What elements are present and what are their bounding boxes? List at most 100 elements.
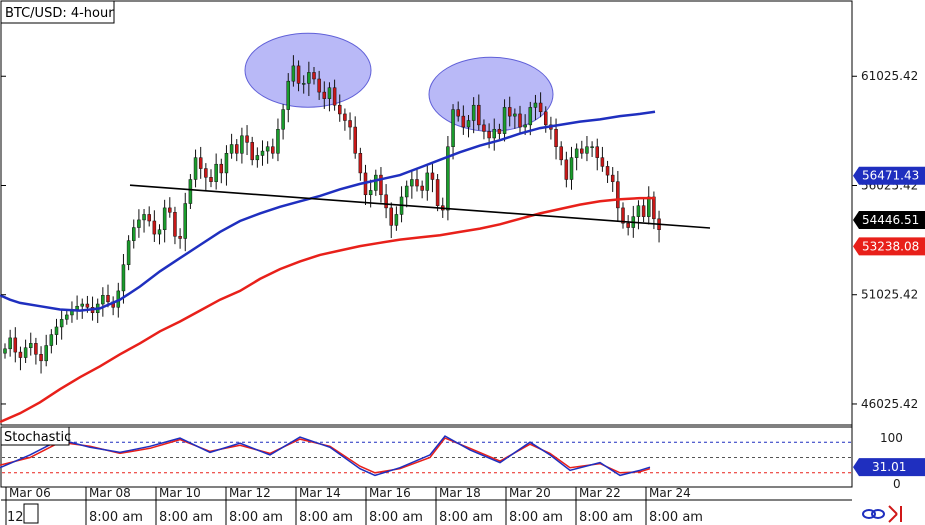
stochastic-k-line [0,435,651,477]
candle [301,75,306,94]
candle [492,118,496,151]
candle [44,334,48,367]
candle [456,101,460,122]
candle [415,168,419,192]
candle [641,197,646,223]
candle [13,327,18,363]
sma-fast-line [0,110,656,312]
candle [461,105,466,135]
candle [286,73,290,123]
time-tick-label: 8:00 am [89,510,143,525]
candle [605,160,610,183]
candle [137,209,141,238]
candle [574,143,579,171]
candle [209,169,213,188]
candle [147,206,151,227]
stochastic-lines: 100 0 31.01 [0,431,925,491]
candle [600,146,605,172]
candle [569,146,574,190]
price-badge: 54446.51 [853,210,925,229]
candle [265,141,270,164]
candle [312,66,316,85]
price-badges: 56471.43 54446.51 53238.08 [853,166,925,256]
candle [420,180,424,199]
time-tick-label: 8:00 am [159,510,213,525]
candle [23,339,28,364]
date-tick-label: Mar 12 [229,486,271,500]
price-badge: 53238.08 [853,237,925,256]
link-icon[interactable] [862,509,885,519]
candle [39,346,43,374]
candle [214,153,218,190]
candle [168,197,172,218]
candle [152,210,157,242]
time-tick-label: 12 [7,510,24,525]
stochastic-label-box [0,426,70,446]
candle [446,136,450,221]
candle [518,105,522,133]
candle [142,208,146,233]
date-tick-label: Mar 06 [9,486,51,500]
peak-ellipse-1 [244,32,372,108]
arrow-icon[interactable] [888,505,902,523]
candle [610,167,615,192]
candle [471,97,476,134]
candle [507,96,512,127]
candle [394,206,399,231]
candle [291,55,296,87]
candle [260,140,265,166]
candle [157,224,162,245]
candle [595,138,599,171]
candle [173,206,177,245]
chart-title: BTC/USD: 4-hour [5,6,114,21]
candle [59,308,64,340]
time-tick-label: 8:00 am [579,510,633,525]
candle [271,138,275,159]
peak-ellipses [244,32,554,132]
candle [497,123,502,140]
candle [389,202,393,239]
candle [34,337,38,365]
candle [121,253,126,304]
candle [626,215,630,236]
candle [255,147,260,168]
candle [585,136,589,162]
svg-text:31.01: 31.01 [872,460,906,474]
stochastic-tick-label: 100 [880,431,903,445]
candle [425,164,430,201]
candle [18,346,23,371]
date-axis: Mar 06 Mar 08 Mar 10 Mar 12 Mar 14 Mar 16 Mar … [5,486,703,525]
date-tick-label: Mar 22 [579,486,621,500]
candle [49,329,54,354]
time-tick-label: 8:00 am [229,510,283,525]
price-badge: 56471.43 [853,166,925,185]
price-badge-label: 54446.51 [862,213,919,227]
stochastic-tick-label: 0 [893,477,901,491]
candle [435,174,440,212]
candle [224,145,229,186]
candle [513,108,517,129]
candle [451,104,455,160]
candle [616,170,620,221]
candle [178,228,182,249]
candle [580,140,584,159]
candle [379,167,383,203]
date-tick-label: Mar 16 [369,486,411,500]
candle [198,146,203,179]
candle [358,147,363,181]
time-tick-label: 8:00 am [369,510,423,525]
time-tick-label: 8:00 am [439,510,493,525]
time-tick-label: 8:00 am [649,510,703,525]
candle [240,127,244,164]
candle [54,318,59,345]
candle [477,94,481,131]
candle [162,199,167,243]
candle [559,141,563,166]
candle [338,94,342,122]
candle [621,202,625,229]
candle [229,133,234,159]
neckline-line [129,184,711,229]
moving-averages [0,110,656,424]
price-badge-label: 53238.08 [862,239,919,253]
stochastic-d-line [0,437,651,474]
